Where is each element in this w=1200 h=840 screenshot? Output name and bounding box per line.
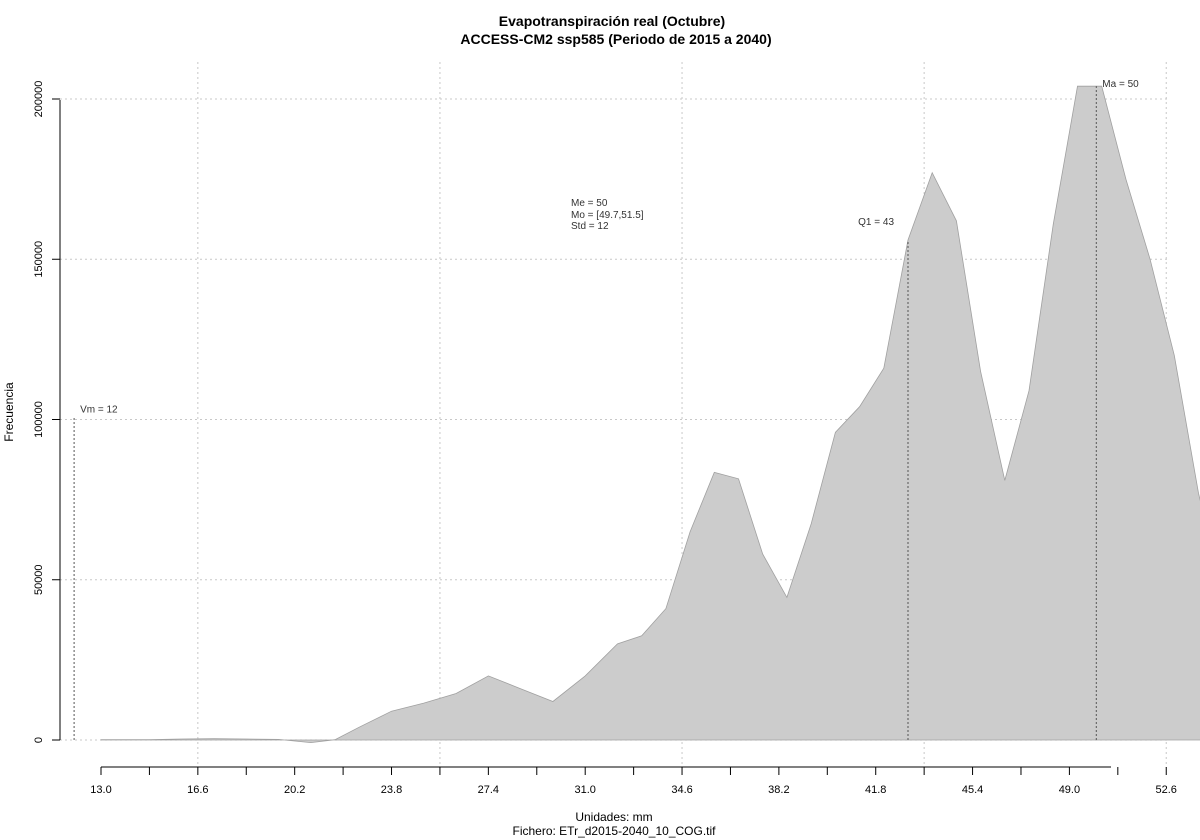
x-tick-label-4: 27.4 — [478, 784, 499, 796]
x-tick-label-3: 23.8 — [381, 784, 402, 796]
marker-label-2: Ma = 50 — [1102, 79, 1139, 90]
stat-median-label: Me = 50 — [571, 198, 608, 209]
y-tick-label-2: 100000 — [33, 401, 45, 438]
x-tick-label-8: 41.8 — [865, 784, 886, 796]
x-tick-label-11: 52.6 — [1156, 784, 1177, 796]
y-tick-label-0: 0 — [33, 737, 45, 743]
x-tick-label-1: 16.6 — [187, 784, 208, 796]
x-tick-label-0: 13.0 — [90, 784, 111, 796]
y-tick-label-4: 200000 — [33, 81, 45, 118]
y-axis-ticks: 0 50000 100000 150000 200000 — [33, 81, 60, 743]
marker-label-1: Q1 = 43 — [858, 217, 894, 228]
density-area-fill — [100, 85, 1200, 744]
x-tick-label-10: 49.0 — [1059, 784, 1080, 796]
marker-label-0: Vm = 12 — [80, 404, 118, 415]
y-axis-label: Frecuencia — [2, 382, 16, 442]
x-axis-ticks: 13.0 16.6 20.2 23.8 27.4 31.0 34.6 38.2 41.8 45.4… — [90, 767, 1177, 796]
y-tick-label-1: 50000 — [33, 564, 45, 595]
chart-title: Evapotranspiración real (Octubre) — [499, 13, 725, 29]
x-tick-label-9: 45.4 — [962, 784, 983, 796]
x-axis-label: Unidades: mm — [575, 810, 652, 824]
stat-mode-label: Mo = [49.7,51.5] — [571, 210, 644, 221]
x-tick-label-2: 20.2 — [284, 784, 305, 796]
density-area — [100, 85, 1200, 744]
x-tick-label-7: 38.2 — [768, 784, 789, 796]
stat-std-label: Std = 12 — [571, 221, 609, 232]
y-tick-label-3: 150000 — [33, 241, 45, 278]
file-caption: Fichero: ETr_d2015-2040_10_COG.tif — [513, 824, 717, 838]
x-tick-label-5: 31.0 — [574, 784, 595, 796]
x-tick-label-6: 34.6 — [671, 784, 692, 796]
chart-subtitle: ACCESS-CM2 ssp585 (Periodo de 2015 a 204… — [460, 31, 771, 47]
